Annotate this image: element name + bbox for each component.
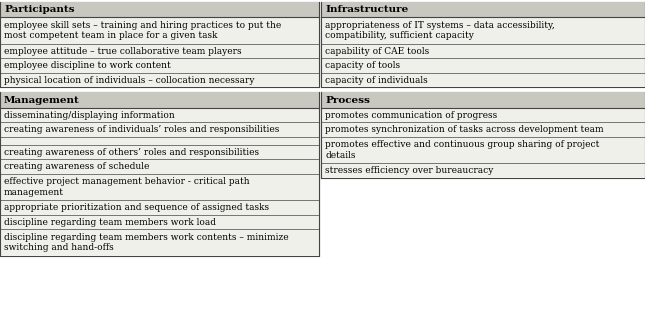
Text: stresses efficiency over bureaucracy: stresses efficiency over bureaucracy xyxy=(325,166,493,175)
Bar xyxy=(321,137,645,163)
Text: Infrastructure: Infrastructure xyxy=(325,5,408,14)
Text: appropriateness of IT systems – data accessibility,
compatibility, sufficient ca: appropriateness of IT systems – data acc… xyxy=(325,21,555,41)
Bar xyxy=(0,159,319,174)
Text: effective project management behavior - critical path
management: effective project management behavior - … xyxy=(4,177,250,197)
Bar xyxy=(321,108,645,122)
Bar xyxy=(0,108,319,122)
Bar xyxy=(0,145,319,159)
Bar xyxy=(0,18,319,44)
Bar xyxy=(321,2,645,87)
Bar xyxy=(0,44,319,58)
Bar xyxy=(0,174,319,200)
Bar xyxy=(321,73,645,87)
Text: appropriate prioritization and sequence of assigned tasks: appropriate prioritization and sequence … xyxy=(4,203,269,212)
Bar xyxy=(0,2,319,87)
Text: employee skill sets – training and hiring practices to put the
most competent te: employee skill sets – training and hirin… xyxy=(4,21,281,41)
Bar xyxy=(0,137,319,145)
Text: promotes effective and continuous group sharing of project
details: promotes effective and continuous group … xyxy=(325,140,600,160)
Text: capability of CAE tools: capability of CAE tools xyxy=(325,47,430,56)
Text: promotes synchronization of tasks across development team: promotes synchronization of tasks across… xyxy=(325,125,604,134)
Bar xyxy=(321,18,645,44)
Text: creating awareness of others’ roles and responsibilities: creating awareness of others’ roles and … xyxy=(4,148,259,157)
Bar xyxy=(0,73,319,87)
Bar xyxy=(321,92,645,108)
Text: Process: Process xyxy=(325,96,370,105)
Text: Management: Management xyxy=(4,96,80,105)
Text: discipline regarding team members work contents – minimize
switching and hand-of: discipline regarding team members work c… xyxy=(4,233,288,252)
Bar xyxy=(0,92,319,108)
Text: discipline regarding team members work load: discipline regarding team members work l… xyxy=(4,218,216,226)
Bar xyxy=(0,92,319,256)
Text: employee attitude – true collaborative team players: employee attitude – true collaborative t… xyxy=(4,47,242,56)
Text: promotes communication of progress: promotes communication of progress xyxy=(325,111,497,120)
Bar xyxy=(321,92,645,178)
Bar xyxy=(0,58,319,73)
Bar xyxy=(0,200,319,215)
Text: capacity of tools: capacity of tools xyxy=(325,61,401,70)
Text: capacity of individuals: capacity of individuals xyxy=(325,76,428,85)
Bar xyxy=(321,122,645,137)
Text: creating awareness of schedule: creating awareness of schedule xyxy=(4,162,150,171)
Bar xyxy=(321,58,645,73)
Text: Participants: Participants xyxy=(4,5,75,14)
Bar xyxy=(0,229,319,256)
Bar xyxy=(0,122,319,137)
Bar xyxy=(321,44,645,58)
Bar xyxy=(0,215,319,229)
Text: employee discipline to work content: employee discipline to work content xyxy=(4,61,171,70)
Text: creating awareness of individuals’ roles and responsibilities: creating awareness of individuals’ roles… xyxy=(4,125,279,134)
Bar xyxy=(321,163,645,178)
Text: physical location of individuals – collocation necessary: physical location of individuals – collo… xyxy=(4,76,255,85)
Bar xyxy=(0,2,319,18)
Bar xyxy=(321,2,645,18)
Text: disseminating/displaying information: disseminating/displaying information xyxy=(4,111,175,120)
